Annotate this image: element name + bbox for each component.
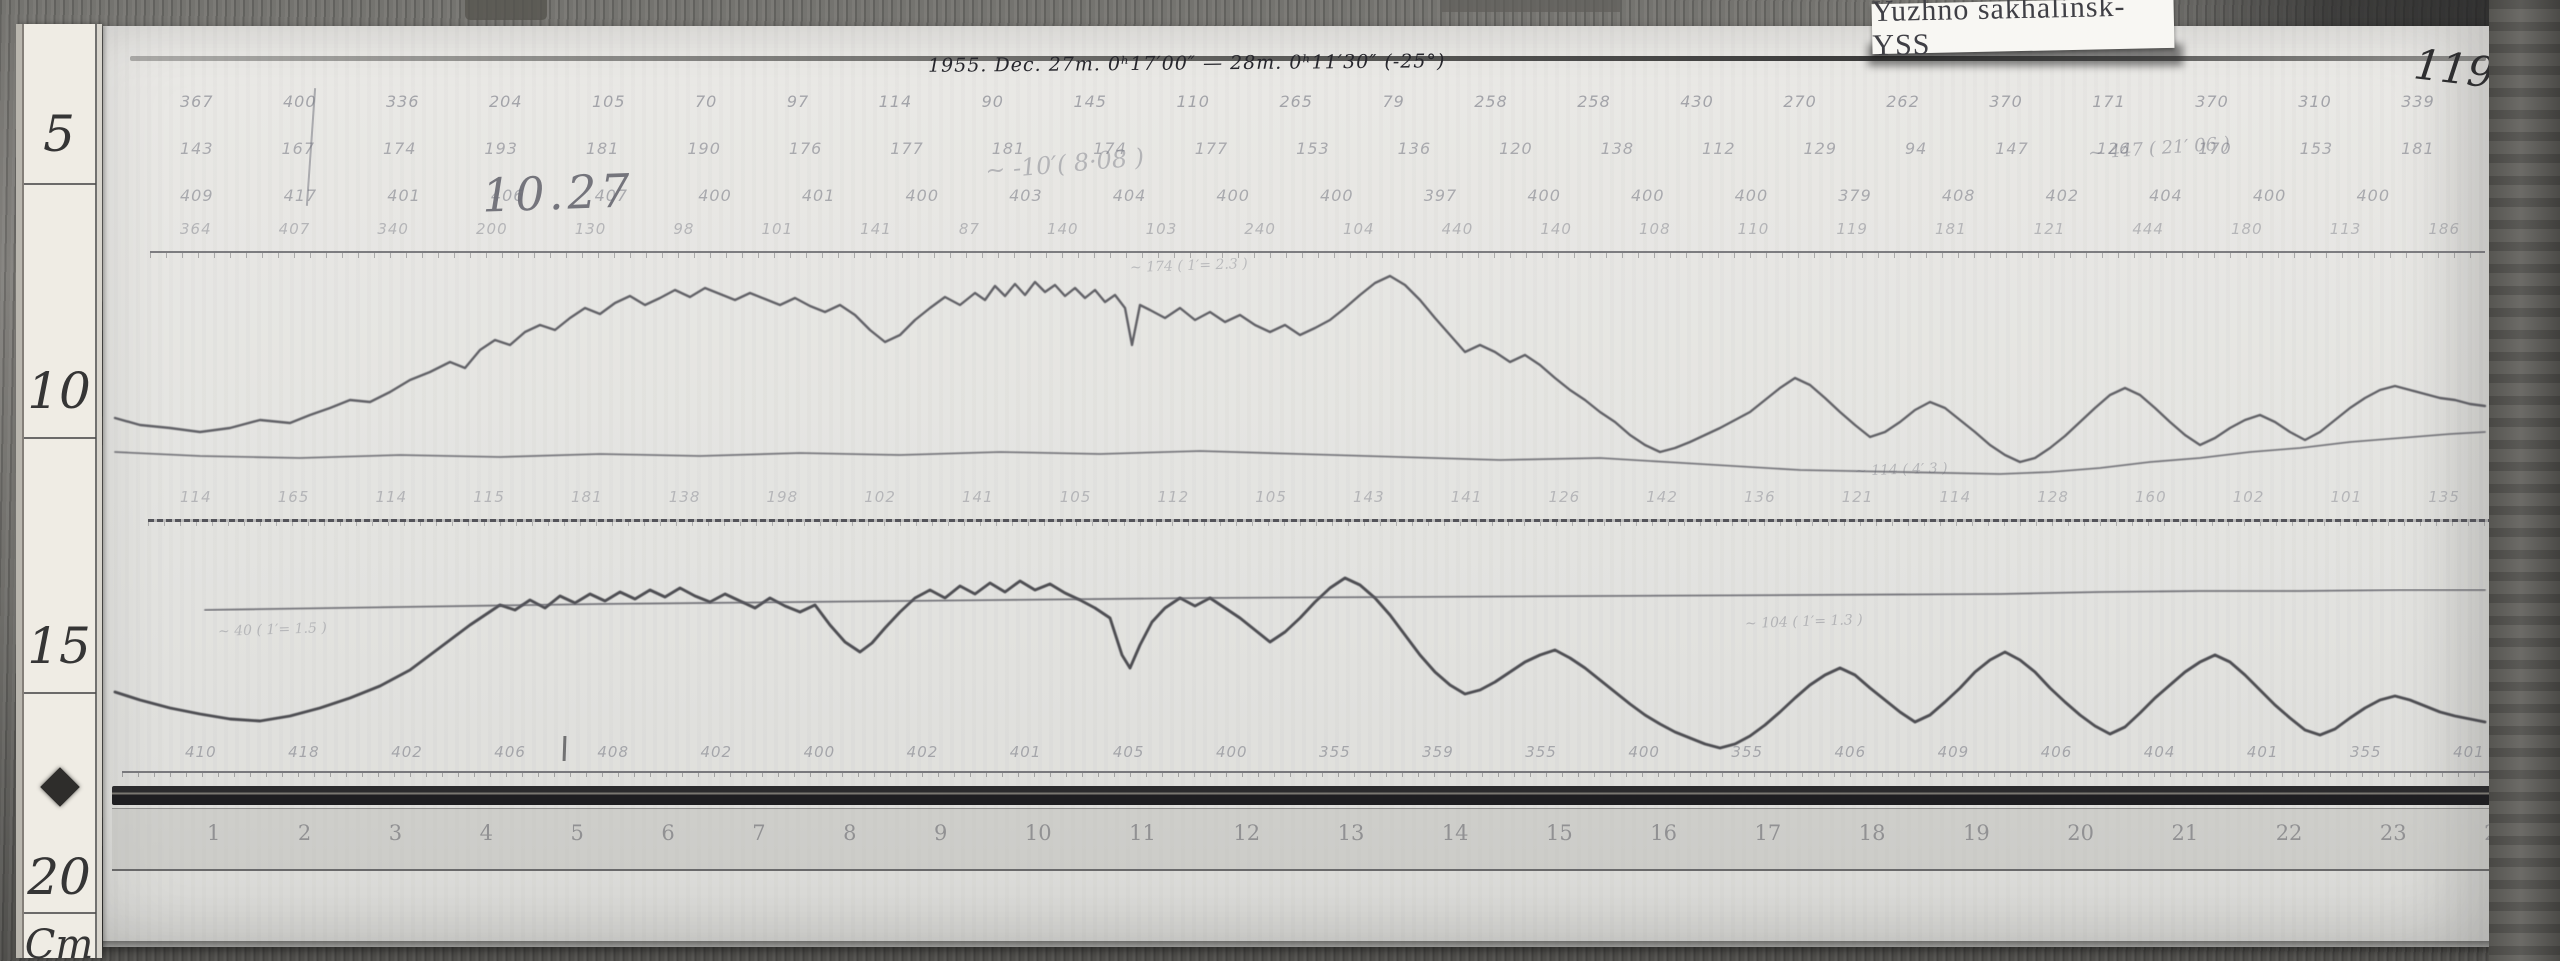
rule-line-bottom — [122, 771, 2494, 773]
ruler: 5 10 15 20 Cm — [16, 24, 102, 961]
station-label: Yuzhno sakhalinsk-YSS — [1871, 0, 2175, 62]
station-label-text: Yuzhno sakhalinsk-YSS — [1871, 0, 2126, 63]
rule-line-middle-ticks — [148, 522, 2496, 526]
heavy-baseline-band — [112, 786, 2492, 805]
ruler-unit-label: Cm — [24, 922, 94, 961]
trace-lower-variable-trace — [113, 576, 2487, 750]
ruler-divider-line — [24, 183, 96, 185]
hour-scale-band — [112, 808, 2492, 871]
ruler-divider-line — [24, 692, 96, 694]
annotation-scribble: ~ 114 ( 4′ 3 ) — [1854, 460, 1948, 480]
trace-upper-baseline-trace — [114, 431, 2486, 475]
ruler-mark-20: 20 — [27, 848, 91, 906]
sheet-bottom-shadow — [103, 941, 2489, 953]
ruler-diamond-marker — [40, 767, 80, 807]
rule-line-top-ticks — [150, 253, 2485, 258]
time-annotation: 10.27 — [481, 163, 635, 223]
ruler-left-edge — [22, 24, 24, 958]
rule-line-top — [150, 251, 2485, 253]
tape-mark — [465, 0, 547, 20]
ruler-right-edge — [95, 24, 97, 958]
rule-line-middle — [148, 519, 2496, 522]
wood-right-edge — [2489, 0, 2560, 961]
trace-lower-baseline-trace — [204, 589, 2486, 611]
ruler-divider-line — [24, 437, 96, 439]
rule-line-bottom-ticks — [122, 773, 2494, 777]
trace-upper-variable-trace — [113, 274, 2487, 464]
ruler-mark-10: 10 — [27, 362, 91, 420]
tape-mark-2 — [1442, 0, 1620, 12]
ruler-divider-line — [24, 912, 96, 914]
ruler-mark-15: 15 — [27, 617, 91, 675]
sheet-top-edge-shadow — [130, 56, 2486, 61]
ruler-mark-5: 5 — [43, 105, 75, 163]
page-number: 119 — [2411, 39, 2497, 98]
